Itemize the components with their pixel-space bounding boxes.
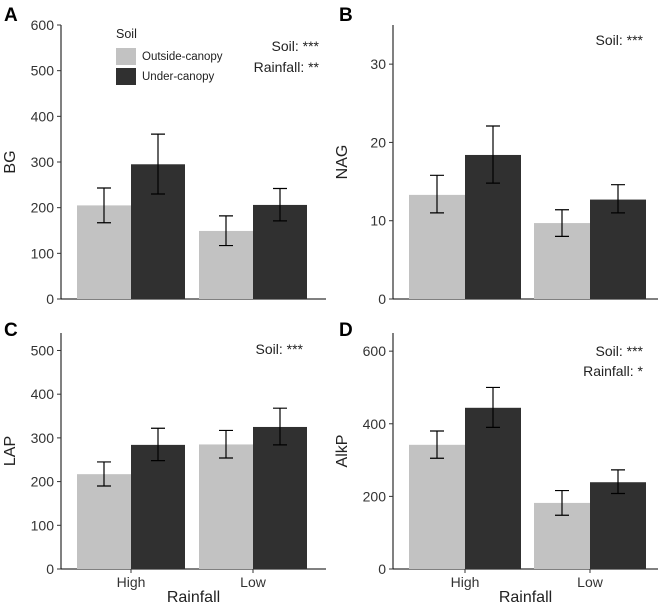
panel-c-bar-outside-high	[77, 474, 131, 569]
panel-c-bar-under-high	[131, 444, 185, 569]
panel-d-errorbar-outside-high	[430, 430, 444, 459]
panel-a-annotation: Soil: ***	[272, 38, 320, 54]
legend-swatch-outside	[116, 48, 136, 65]
panel-b-errorbar-under-low	[611, 184, 625, 214]
panel-c-errorbar-outside-high	[97, 461, 111, 487]
panel-b-errorbar-outside-high	[430, 174, 444, 214]
legend-label-outside: Outside-canopy	[142, 51, 223, 63]
panel-d-ytick-label: 400	[363, 416, 387, 432]
panel-d-ytick-label: 0	[378, 561, 386, 577]
panel-d-ytick-label: 600	[363, 343, 387, 359]
panel-d-annotation: Rainfall: *	[583, 363, 643, 379]
panel-c-errorbar-outside-low	[219, 429, 233, 459]
panel-a-annotation: Rainfall: **	[254, 59, 320, 75]
panel-a-ytick-label: 500	[31, 63, 55, 79]
panel-a-ytick-label: 400	[31, 108, 55, 124]
panel-d-bar-outside-high	[409, 444, 465, 569]
panel-c-ytick-label: 500	[31, 342, 55, 358]
panel-c-errorbar-under-high	[151, 427, 165, 462]
panel-c-ytick-label: 100	[31, 517, 55, 533]
panel-b-errorbar-outside-low	[555, 209, 569, 237]
panel-a-ytick-label: 0	[46, 291, 54, 307]
panel-c-annotation: Soil: ***	[256, 341, 304, 357]
panel-a-ytick-label: 300	[31, 154, 55, 170]
panel-a-ylabel: BG	[2, 150, 19, 173]
legend-swatch-under	[116, 68, 136, 85]
panel-d-ytick-label: 200	[363, 488, 387, 504]
panel-c-xtick-label: Low	[240, 574, 267, 590]
panel-b-ytick-label: 0	[378, 291, 386, 307]
legend-title: Soil	[116, 27, 137, 41]
panel-c-xtick-label: High	[117, 574, 146, 590]
panel-a-letter: A	[4, 5, 18, 26]
panel-c-errorbar-under-low	[273, 407, 287, 446]
panel-c-letter: C	[4, 320, 18, 341]
panel-d-annotation: Soil: ***	[596, 343, 644, 359]
panel-c-ytick-label: 200	[31, 474, 55, 490]
panel-c-bar-outside-low	[199, 444, 253, 569]
panel-b-letter: B	[339, 5, 353, 26]
panel-d-letter: D	[339, 320, 353, 341]
panel-a-ytick-label: 100	[31, 245, 55, 261]
panel-b-bar-under-low	[590, 199, 646, 299]
panel-d-xlabel: Rainfall	[499, 589, 552, 606]
panel-d-errorbar-under-low	[611, 469, 625, 495]
panel-a-ytick-label: 200	[31, 200, 55, 216]
panel-b-errorbar-under-high	[486, 125, 500, 184]
panel-b-ylabel: NAG	[334, 145, 351, 180]
panel-a-errorbar-under-low	[273, 187, 287, 222]
panel-a-errorbar-outside-high	[97, 187, 111, 224]
panel-c-xlabel: Rainfall	[167, 589, 220, 606]
panel-c-ytick-label: 0	[46, 561, 54, 577]
panel-b-annotation: Soil: ***	[596, 32, 644, 48]
panel-c-ytick-label: 300	[31, 430, 55, 446]
panel-b-ytick-label: 10	[370, 213, 386, 229]
legend-label-under: Under-canopy	[142, 71, 214, 83]
panel-c-ylabel: LAP	[2, 436, 19, 466]
panel-d-bar-under-low	[590, 482, 646, 569]
panel-a-errorbar-outside-low	[219, 215, 233, 247]
panel-d-xtick-label: Low	[577, 574, 604, 590]
panel-d-bar-under-high	[465, 407, 521, 569]
panel-d-errorbar-outside-low	[555, 489, 569, 516]
panel-b-ytick-label: 20	[370, 134, 386, 150]
panel-c-bar-under-low	[253, 426, 307, 569]
panel-d-errorbar-under-high	[486, 386, 500, 428]
panel-d-xtick-label: High	[451, 574, 480, 590]
panel-a-errorbar-under-high	[151, 133, 165, 195]
panel-b-ytick-label: 30	[370, 56, 386, 72]
panel-a-ytick-label: 600	[31, 17, 55, 33]
panel-c-ytick-label: 400	[31, 386, 55, 402]
panel-d-ylabel: AlkP	[334, 435, 351, 468]
